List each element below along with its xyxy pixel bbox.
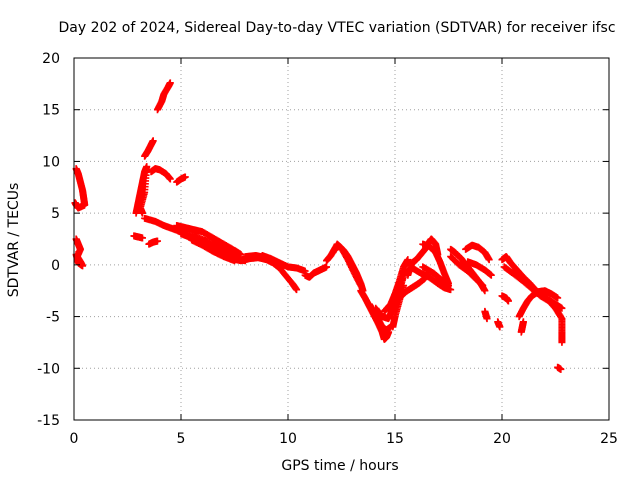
data-point — [496, 323, 504, 331]
data-point — [323, 263, 331, 271]
y-tick-label: -15 — [37, 413, 60, 429]
data-point — [149, 137, 157, 145]
y-tick-label: 15 — [42, 103, 60, 119]
data-point — [166, 79, 174, 87]
data-point — [138, 209, 146, 217]
data-point — [558, 304, 566, 312]
x-tick-label: 20 — [493, 431, 511, 447]
data-point — [153, 237, 161, 245]
y-tick-label: -10 — [37, 361, 60, 377]
x-axis-label: GPS time / hours — [281, 458, 398, 474]
data-point — [504, 297, 512, 305]
data-point — [400, 282, 408, 290]
data-point — [485, 256, 493, 264]
data-point — [404, 256, 412, 264]
data-point — [181, 173, 189, 181]
data-point — [487, 271, 495, 279]
data-point — [554, 294, 562, 302]
plot-frame — [73, 57, 610, 421]
data-point — [166, 175, 174, 183]
x-tick-label: 25 — [600, 431, 618, 447]
data-point — [479, 282, 487, 290]
data-point — [558, 338, 566, 346]
y-tick-label: 0 — [51, 258, 60, 274]
data-point — [293, 286, 301, 294]
y-axis-label: SDTVAR / TECUs — [6, 183, 22, 298]
y-tick-label: -5 — [46, 310, 60, 326]
data-point — [483, 315, 491, 323]
y-tick-label: 20 — [42, 51, 60, 67]
y-tick-label: 5 — [51, 206, 60, 222]
data-point — [71, 199, 79, 207]
axis-ticks: 0 5 10 15 20 25 -15 -10 -5 0 5 10 15 20 — [37, 51, 618, 447]
x-tick-label: 15 — [386, 431, 404, 447]
grid-lines — [74, 58, 609, 420]
data-point — [557, 365, 565, 373]
y-tick-label: 10 — [42, 154, 60, 170]
data-point — [447, 286, 455, 294]
data-point — [445, 279, 452, 287]
data-point — [138, 234, 146, 242]
x-tick-label: 10 — [279, 431, 297, 447]
data-point — [481, 287, 489, 295]
x-tick-label: 5 — [177, 431, 186, 447]
chart-title: Day 202 of 2024, Sidereal Day-to-day VTE… — [58, 20, 615, 36]
x-tick-label: 0 — [70, 431, 79, 447]
data-point — [519, 318, 527, 326]
data-points — [71, 79, 566, 373]
